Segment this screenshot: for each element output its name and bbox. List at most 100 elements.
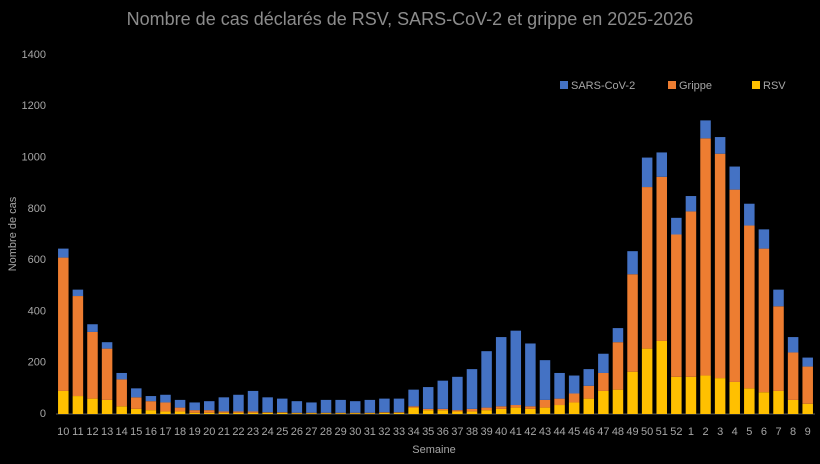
bar-segment	[510, 407, 522, 414]
bar-segment	[773, 306, 784, 391]
bar-segment	[539, 399, 551, 408]
bar-segment	[685, 211, 697, 377]
bar-segment	[131, 397, 142, 409]
bar-segment	[379, 398, 390, 413]
x-tick-label: 52	[670, 426, 682, 438]
bar-segment	[204, 410, 215, 413]
bar-segment	[145, 410, 157, 414]
x-tick-label: 36	[437, 426, 449, 438]
bar-segment	[349, 401, 361, 413]
bar-segment	[306, 412, 317, 414]
bar-segment	[189, 412, 200, 414]
y-tick-label: 400	[28, 305, 46, 317]
x-tick-label: 41	[510, 426, 522, 438]
bar-segment	[233, 411, 244, 413]
bar-segment	[656, 152, 667, 177]
bar-segment	[787, 337, 799, 353]
bar-segment	[247, 390, 259, 412]
bar-segment	[247, 412, 259, 414]
bar-segment	[510, 405, 522, 408]
y-tick-label: 1200	[22, 100, 46, 112]
bar-segment	[218, 412, 230, 414]
x-tick-label: 24	[262, 426, 274, 438]
bar-segment	[262, 412, 273, 414]
bar-segment	[131, 408, 142, 414]
y-tick-label: 200	[28, 357, 46, 369]
bar-segment	[481, 410, 492, 414]
bar-segment	[276, 398, 288, 413]
bar-segment	[101, 342, 113, 349]
bar-segment	[700, 375, 711, 414]
bar-segment	[422, 408, 434, 411]
y-axis-label: Nombre de cas	[7, 196, 19, 271]
bar-segment	[787, 352, 799, 400]
bar-segment	[627, 371, 638, 414]
bar-segment	[393, 412, 405, 413]
x-tick-label: 5	[746, 426, 752, 438]
bar-segment	[568, 393, 580, 403]
x-tick-label: 8	[790, 426, 796, 438]
x-tick-label: 26	[291, 426, 303, 438]
x-tick-label: 29	[335, 426, 347, 438]
bar-segment	[452, 411, 463, 414]
bar-segment	[554, 372, 565, 399]
bar-segment	[495, 337, 507, 407]
bar-segment	[656, 340, 667, 414]
bar-segment	[466, 408, 478, 412]
bar-segment	[349, 413, 361, 414]
x-tick-label: 11	[72, 426, 83, 438]
bar-segment	[72, 289, 84, 297]
bar-segment	[233, 412, 244, 414]
bar-segment	[554, 398, 565, 406]
x-tick-label: 38	[466, 426, 478, 438]
bar-segment	[525, 406, 536, 409]
x-tick-label: 32	[378, 426, 390, 438]
bar-segment	[204, 401, 215, 411]
bar-segment	[539, 360, 551, 400]
x-tick-label: 33	[393, 426, 405, 438]
bar-segment	[802, 357, 813, 367]
legend-label: RSV	[763, 80, 786, 92]
bar-segment	[189, 402, 200, 411]
x-tick-label: 14	[116, 426, 128, 438]
bar-segment	[510, 330, 522, 406]
bar-segment	[291, 401, 303, 413]
bar-segment	[101, 348, 113, 400]
bar-segment	[408, 407, 419, 414]
bar-segment	[87, 398, 98, 414]
bar-segment	[641, 157, 653, 188]
bar-segment	[744, 203, 755, 226]
bar-segment	[379, 412, 390, 413]
bar-segment	[612, 389, 624, 414]
bar-segment	[714, 378, 726, 414]
legend-swatch	[668, 81, 676, 89]
bar-segment	[729, 166, 740, 190]
bar-segment	[495, 406, 507, 409]
bar-segment	[218, 411, 230, 413]
x-tick-label: 17	[159, 426, 171, 438]
bar-segment	[116, 379, 127, 407]
bar-segment	[598, 390, 609, 414]
bar-segment	[160, 402, 171, 412]
bar-segment	[218, 397, 230, 412]
x-tick-label: 28	[320, 426, 332, 438]
x-tick-label: 22	[232, 426, 244, 438]
x-tick-label: 35	[422, 426, 434, 438]
bar-segment	[58, 257, 69, 391]
legend-swatch	[752, 81, 760, 89]
legend-label: Grippe	[679, 80, 712, 92]
bar-segment	[393, 412, 405, 414]
x-tick-label: 40	[495, 426, 507, 438]
x-tick-label: 9	[805, 426, 811, 438]
bar-segment	[174, 411, 186, 414]
bar-segment	[160, 394, 171, 403]
bar-segment	[612, 328, 624, 343]
bar-segment	[802, 366, 813, 404]
bar-segment	[276, 412, 288, 413]
y-tick-label: 600	[28, 254, 46, 266]
bar-segment	[364, 413, 376, 414]
x-tick-label: 46	[583, 426, 595, 438]
bar-segment	[758, 248, 770, 393]
bar-segment	[627, 251, 638, 275]
bar-segment	[276, 412, 288, 414]
